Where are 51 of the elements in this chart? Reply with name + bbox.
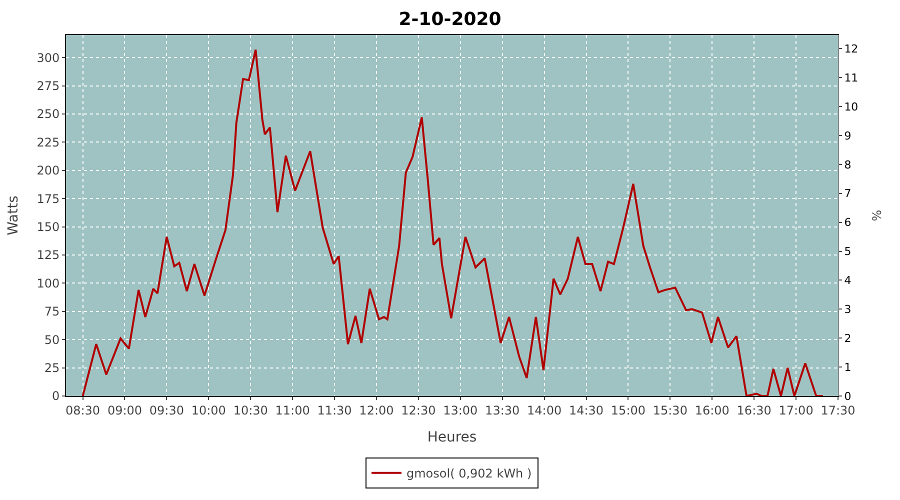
- x-tick-label: 11:30: [317, 403, 352, 418]
- y-tick-label: 250: [36, 107, 60, 122]
- legend-label: gmosol( 0,902 kWh ): [406, 466, 532, 481]
- y-tick-label: 25: [44, 361, 60, 375]
- x-tick-label: 15:30: [652, 403, 688, 418]
- x-tick-label: 10:00: [191, 403, 226, 418]
- x-tick-label: 12:00: [359, 403, 394, 418]
- y2-tick-label: 12: [844, 42, 858, 56]
- y2-tick-label: 1: [844, 360, 852, 374]
- x-tick-label: 15:00: [610, 403, 646, 418]
- y2-tick-label: 8: [844, 158, 852, 172]
- chart-title: 2-10-2020: [398, 9, 502, 30]
- y2-tick-label: 0: [844, 390, 852, 403]
- x-tick-label: 13:00: [443, 403, 478, 418]
- x-tick-label: 08:30: [65, 403, 100, 418]
- y-tick-label: 275: [36, 78, 60, 93]
- y2-tick-label: 6: [844, 216, 852, 230]
- y-tick-label: 0: [52, 389, 60, 404]
- y-tick-label: 75: [44, 304, 60, 319]
- x-axis-title: Heures: [427, 430, 477, 446]
- y2-tick-label: 4: [844, 274, 852, 288]
- y-tick-label: 175: [36, 192, 60, 206]
- y2-tick-label: 7: [844, 187, 852, 200]
- x-tick-label: 12:30: [401, 403, 436, 418]
- x-tick-label: 16:30: [736, 403, 772, 418]
- x-tick-label: 09:30: [149, 403, 184, 418]
- y-tick-label: 125: [36, 248, 60, 262]
- x-tick-label: 16:00: [694, 403, 730, 418]
- x-tick-label: 11:00: [275, 403, 310, 418]
- x-tick-label: 17:30: [820, 403, 856, 418]
- x-tick-label: 17:00: [778, 403, 814, 418]
- x-tick-label: 14:00: [527, 403, 562, 418]
- y-axis-title: Watts: [5, 196, 22, 236]
- y2-tick-label: 9: [844, 129, 852, 142]
- x-tick-label: 13:30: [485, 403, 520, 418]
- x-tick-label: 09:00: [107, 403, 142, 418]
- line-series: [82, 48, 824, 396]
- y2-tick-label: 2: [844, 332, 852, 345]
- y-tick-label: 225: [36, 135, 60, 150]
- y-tick-label: 50: [44, 332, 60, 347]
- y-tick-label: 200: [36, 164, 60, 178]
- x-tick-label: 14:30: [568, 403, 604, 418]
- y2-tick-label: 3: [844, 303, 852, 316]
- y2-tick-label: 11: [844, 71, 858, 84]
- x-tick-label: 10:30: [233, 403, 268, 418]
- y2-axis-title: %: [870, 210, 884, 222]
- y-tick-label: 150: [36, 220, 60, 234]
- y2-tick-label: 10: [844, 100, 858, 114]
- y-tick-label: 300: [36, 50, 60, 65]
- y-tick-label: 100: [36, 276, 60, 290]
- y2-tick-label: 5: [844, 245, 852, 258]
